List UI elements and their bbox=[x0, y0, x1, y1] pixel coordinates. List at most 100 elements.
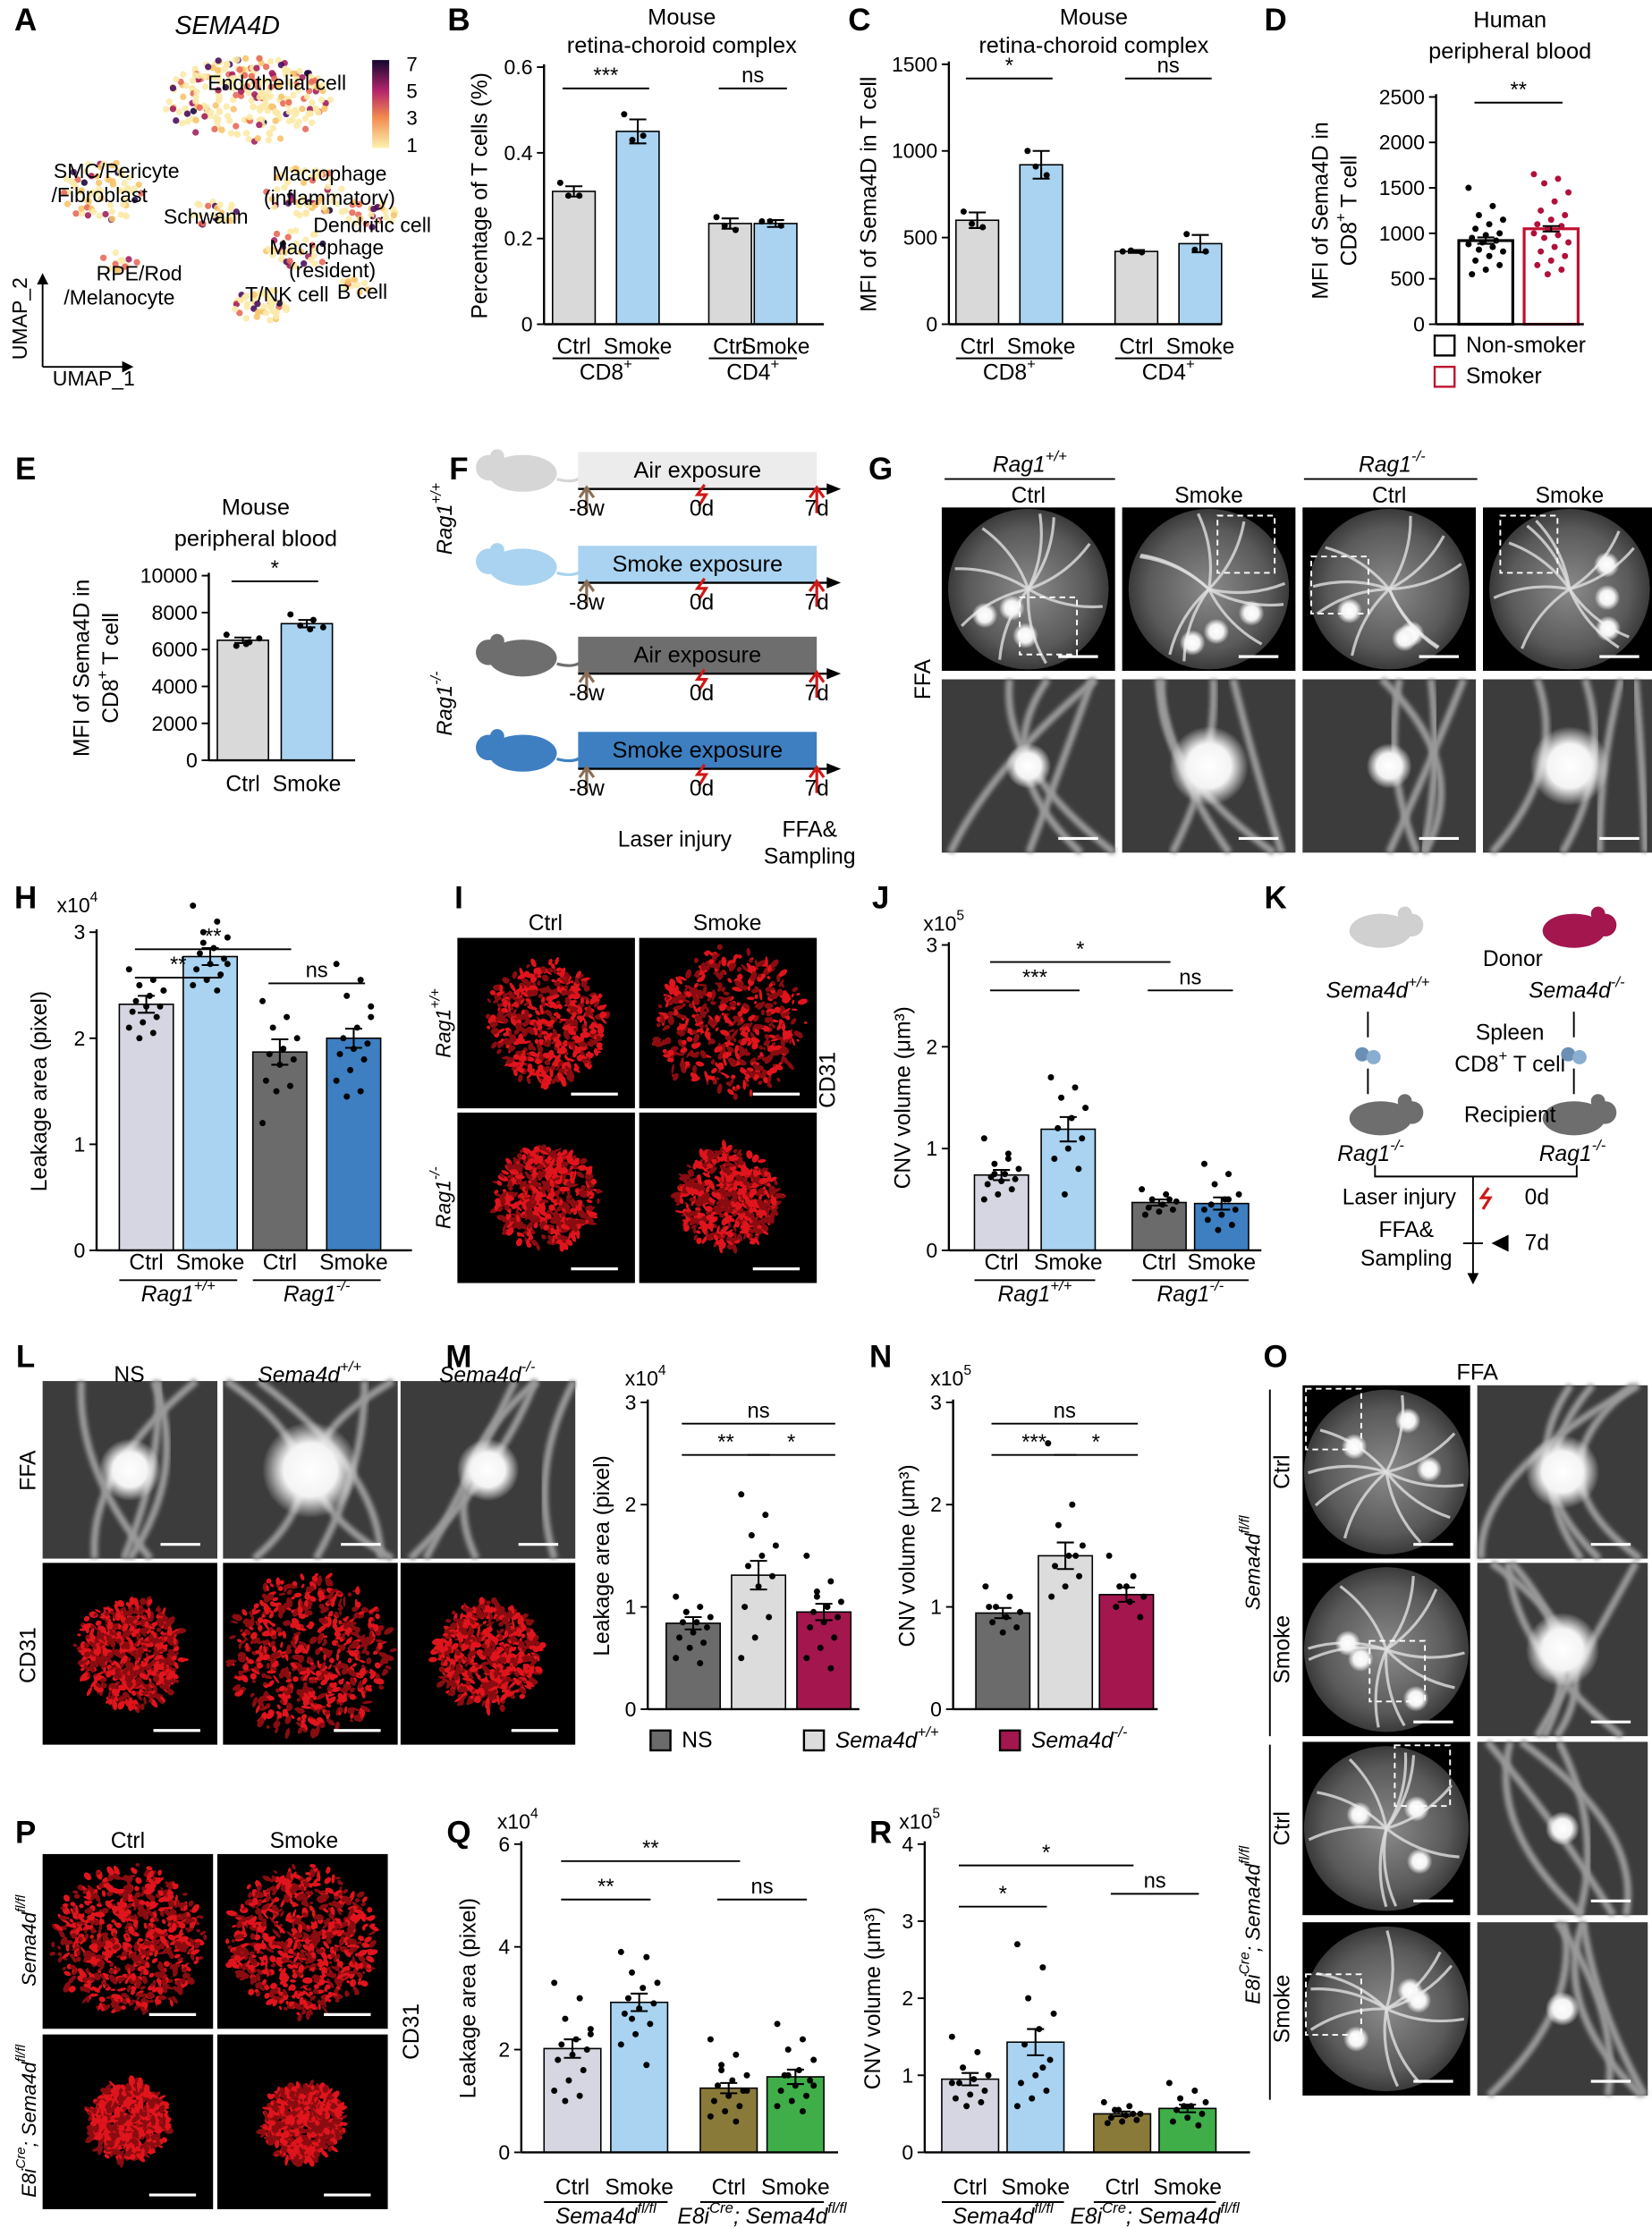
data-point bbox=[347, 1066, 354, 1073]
umap-dot bbox=[246, 114, 254, 121]
y-tick-label: 2500 bbox=[1379, 85, 1425, 108]
label-part: Rag1 bbox=[1539, 1141, 1592, 1165]
data-point bbox=[1565, 189, 1572, 196]
x-tick-label: Ctrl bbox=[556, 335, 590, 359]
y-axis-label: Percentage of T cells (%) bbox=[468, 72, 492, 318]
cluster-label: (inflammatory) bbox=[264, 186, 395, 209]
umap-dot bbox=[207, 112, 214, 120]
data-point bbox=[1530, 230, 1538, 237]
data-point bbox=[190, 982, 197, 989]
bar bbox=[610, 2001, 669, 2154]
umap-dot bbox=[214, 66, 222, 74]
superscript: -/- bbox=[1411, 448, 1426, 465]
data-point bbox=[707, 2036, 714, 2043]
data-point bbox=[784, 2046, 792, 2054]
vessel-signal bbox=[761, 1056, 772, 1063]
colorbar-tick-label: 1 bbox=[406, 134, 417, 157]
bar bbox=[1098, 1594, 1155, 1710]
y-tick-label: 1500 bbox=[1379, 176, 1425, 199]
umap-dot bbox=[74, 176, 81, 183]
axis-multiplier: x104 bbox=[497, 1806, 538, 1833]
umap-dot bbox=[215, 87, 222, 94]
umap-dot bbox=[231, 74, 239, 82]
label-part: E8i bbox=[1071, 2204, 1104, 2228]
superscript: + bbox=[1499, 1047, 1508, 1064]
cluster-label: RPE/Rod bbox=[97, 261, 182, 284]
group-label: E8iCre; Sema4dfl/fl bbox=[677, 2199, 848, 2228]
data-point bbox=[340, 1035, 347, 1042]
bar bbox=[118, 1004, 174, 1251]
data-point bbox=[1547, 216, 1555, 224]
data-point bbox=[343, 992, 351, 999]
label-part: ; Sema4d bbox=[733, 2204, 829, 2228]
umap-dot bbox=[212, 102, 219, 109]
umap-dot bbox=[292, 106, 299, 114]
y-tick-label: 2 bbox=[625, 1493, 637, 1516]
data-point bbox=[707, 2113, 714, 2120]
laser-marker bbox=[1478, 1187, 1493, 1210]
superscript: +/+ bbox=[194, 1277, 216, 1294]
exposure-label: Air exposure bbox=[633, 643, 761, 668]
time-label: 7d bbox=[804, 590, 828, 614]
exposure-label: Air exposure bbox=[633, 458, 761, 483]
data-point bbox=[1163, 1190, 1170, 1198]
umap-dot bbox=[319, 81, 326, 89]
label-part: Rag1 bbox=[1157, 1283, 1210, 1307]
data-point bbox=[1207, 1201, 1215, 1208]
arrowhead bbox=[1491, 1234, 1509, 1252]
data-point bbox=[1058, 1094, 1065, 1101]
data-point bbox=[125, 966, 132, 973]
data-point bbox=[1551, 198, 1558, 205]
data-point bbox=[1183, 231, 1190, 238]
umap-dot bbox=[305, 110, 313, 117]
umap-dot bbox=[277, 93, 285, 100]
mouse-ear bbox=[1590, 906, 1605, 921]
umap-dot bbox=[292, 75, 301, 82]
data-point bbox=[360, 1056, 368, 1063]
data-point bbox=[744, 1563, 751, 1570]
umap-dot bbox=[175, 108, 182, 115]
y-tick-label: 3 bbox=[926, 934, 937, 957]
data-point bbox=[1191, 2088, 1199, 2094]
umap-dot bbox=[80, 179, 88, 186]
umap-dot bbox=[116, 187, 123, 194]
umap-dot bbox=[299, 74, 306, 81]
vessel-signal bbox=[597, 1046, 604, 1051]
x-tick-label: Smoke bbox=[1166, 335, 1235, 359]
umap-dot bbox=[326, 96, 335, 104]
data-point bbox=[1465, 241, 1472, 248]
data-point bbox=[837, 1598, 844, 1605]
data-point bbox=[803, 1552, 810, 1559]
data-point bbox=[1475, 246, 1482, 253]
data-point bbox=[1538, 207, 1545, 214]
data-point bbox=[1493, 237, 1500, 244]
cell-label: Spleen bbox=[1476, 1021, 1545, 1045]
group-label: Rag1+/+ bbox=[141, 1277, 216, 1307]
umap-dot bbox=[196, 104, 203, 112]
y-tick-label: 3 bbox=[625, 1391, 637, 1414]
vessel-signal bbox=[749, 1089, 753, 1097]
data-point bbox=[1064, 1145, 1072, 1152]
lesion bbox=[971, 602, 998, 629]
time-label: 7d bbox=[804, 496, 828, 521]
y-axis-label: MFI of Sema4D in T cell bbox=[857, 77, 881, 312]
cluster-label: /Melanocyte bbox=[64, 285, 174, 309]
chart-title: Mouse bbox=[648, 4, 716, 30]
umap-dot bbox=[70, 180, 77, 187]
data-point bbox=[991, 1160, 998, 1167]
data-point bbox=[960, 2064, 967, 2071]
data-point bbox=[269, 1024, 276, 1031]
lesion bbox=[98, 1438, 162, 1502]
data-point bbox=[807, 1623, 814, 1631]
data-point bbox=[1126, 2103, 1133, 2110]
arrowhead bbox=[1467, 1273, 1479, 1285]
umap-dot bbox=[233, 131, 241, 138]
data-point bbox=[1465, 184, 1472, 191]
vessel-signal bbox=[160, 1649, 167, 1653]
panel-letter: E bbox=[15, 452, 36, 487]
data-point bbox=[1029, 2095, 1036, 2102]
y-axis-label: CNV volume (μm³) bbox=[892, 1006, 916, 1189]
label-part: Rag1 bbox=[431, 1009, 454, 1058]
label-part: CD8 bbox=[580, 360, 623, 385]
